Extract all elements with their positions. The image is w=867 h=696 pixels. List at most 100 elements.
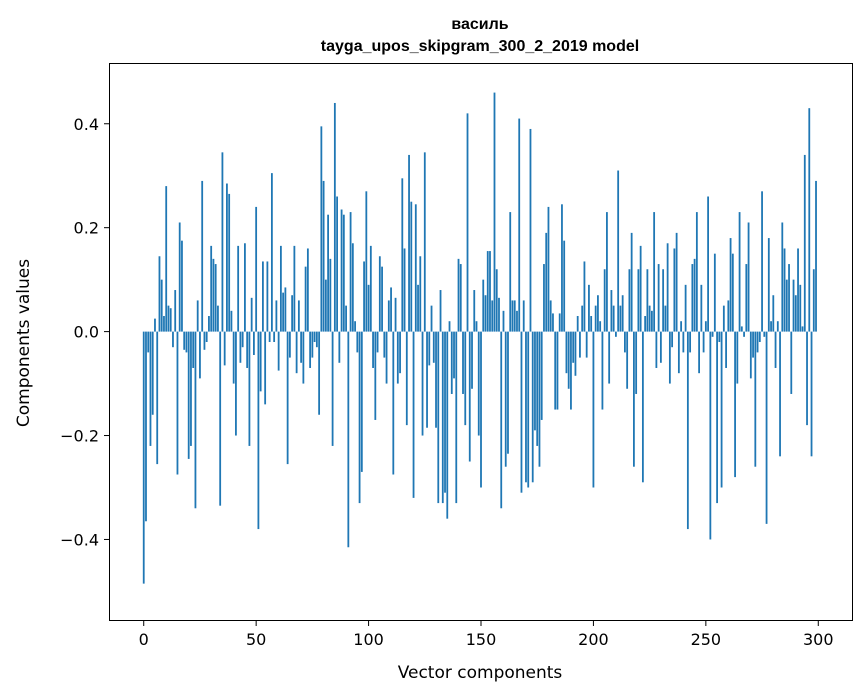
bar [650, 310, 653, 332]
bar [331, 331, 334, 446]
bar [165, 186, 168, 332]
bar [446, 331, 449, 519]
bar [288, 331, 291, 358]
bar [284, 287, 287, 332]
bar [691, 264, 694, 332]
x-axis-label: Vector components [398, 663, 563, 683]
bar [178, 222, 181, 332]
x-tick-label: 300 [803, 630, 834, 649]
bar [572, 331, 575, 363]
bar [176, 331, 179, 475]
bar [356, 331, 359, 353]
bar [221, 152, 224, 332]
bar [740, 326, 743, 332]
bar [500, 331, 503, 509]
bar [147, 331, 150, 353]
bar [453, 331, 455, 379]
bar [354, 321, 356, 332]
bar [803, 154, 806, 332]
bar [689, 331, 692, 353]
bar [324, 279, 327, 332]
bar [201, 180, 204, 332]
bar [686, 331, 689, 530]
bar [794, 295, 797, 332]
bar [183, 331, 186, 350]
bar [275, 300, 278, 332]
bar [383, 331, 386, 358]
bar [588, 284, 590, 332]
bar [365, 191, 368, 332]
bar [277, 331, 280, 371]
bar [635, 331, 638, 394]
bar [781, 222, 784, 332]
chart-title: василь [451, 16, 508, 33]
bar [387, 300, 390, 332]
bar [774, 331, 777, 368]
bar [192, 331, 195, 368]
bar [630, 232, 633, 332]
bar [378, 256, 381, 332]
bar [403, 248, 406, 332]
bar [455, 331, 458, 504]
bar [169, 308, 172, 332]
bar [232, 331, 235, 384]
bar [262, 261, 264, 332]
bar [509, 212, 512, 332]
bar [599, 321, 602, 332]
bar [603, 269, 606, 332]
bar [174, 290, 177, 332]
bar [617, 170, 620, 332]
bar [226, 183, 228, 332]
bar [597, 295, 599, 332]
y-tick-label: −0.2 [60, 427, 99, 446]
bar [763, 331, 766, 337]
bar [749, 331, 752, 379]
bar [430, 305, 433, 332]
bar [693, 258, 696, 332]
bar [709, 331, 712, 540]
bar [779, 331, 781, 457]
bar [610, 290, 613, 332]
bar [776, 321, 779, 332]
bar [450, 331, 453, 394]
bar [367, 284, 370, 332]
bar [419, 256, 422, 332]
bar [552, 313, 554, 332]
bar [468, 331, 471, 462]
bar [549, 300, 552, 332]
bar [736, 331, 739, 384]
bar [156, 331, 159, 465]
bar [655, 331, 658, 368]
bar [462, 331, 464, 394]
bar [491, 300, 494, 332]
x-axis-ticks: 0 50 100 150 200 250 300 [139, 620, 834, 649]
x-tick-label: 0 [139, 630, 149, 649]
bar [266, 261, 269, 332]
bar [531, 331, 534, 483]
bar [639, 245, 642, 332]
bar [590, 316, 593, 332]
bar [396, 331, 399, 384]
bar [507, 331, 509, 454]
bar [633, 331, 635, 467]
bar [536, 331, 539, 446]
bar [212, 258, 215, 332]
bar [513, 300, 516, 332]
bar [758, 331, 761, 342]
bar [210, 245, 213, 332]
bar [149, 331, 152, 446]
bar [716, 331, 718, 504]
bar [718, 331, 721, 342]
bar [561, 204, 563, 332]
bar [484, 295, 487, 332]
bar [522, 300, 525, 332]
bar [695, 212, 698, 332]
bar [145, 331, 147, 522]
bar [727, 300, 730, 332]
bar [423, 152, 426, 332]
bar [675, 232, 678, 332]
bar [369, 245, 372, 332]
bar [345, 305, 347, 332]
bar [257, 331, 260, 530]
bar [653, 212, 656, 332]
